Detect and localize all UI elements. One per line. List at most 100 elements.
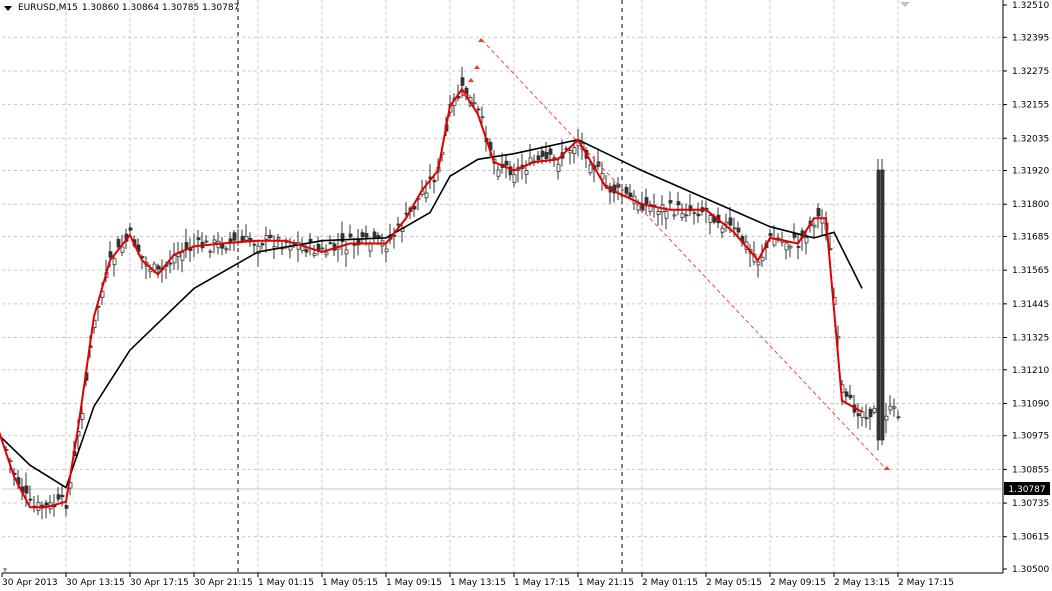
candle-body [344,249,349,255]
candle-body [476,108,481,111]
candle-body [312,253,317,256]
collapse-triangle-icon[interactable] [4,5,12,11]
price-tick-label: 1.31090 [1012,399,1049,409]
candle-body [304,249,309,253]
symbol-timeframe-label: EURUSD,M15 [18,3,78,13]
candle-body [276,237,281,240]
candle-body [892,406,897,409]
candle-body [44,502,49,506]
price-tick-label: 1.31325 [1012,334,1049,344]
candle-body [108,251,113,258]
candle-body [548,148,553,155]
price-tick-label: 1.32155 [1012,101,1049,111]
price-tick-label: 1.31920 [1012,167,1049,177]
trade-arrow-icon [462,92,468,96]
candle-body [424,192,429,199]
candle-body [796,246,801,248]
candle-body [872,407,877,413]
candle-body [816,208,821,217]
time-tick-label: 2 May 17:15 [898,578,954,588]
price-tick-label: 1.30735 [1012,499,1049,509]
candle-body [844,391,849,397]
candle-body [628,192,633,198]
candle-body [552,157,557,159]
candle-body [148,269,153,273]
candle-body [696,213,701,217]
candlesticks [4,66,901,520]
candle-body [568,150,573,154]
price-tick-label: 1.30855 [1012,465,1049,475]
candle-body [480,116,485,119]
price-axis[interactable]: 1.32510 1.32395 1.32275 1.32155 1.32035 1.319… [1003,1,1049,575]
time-tick-label: 30 Apr 17:15 [130,578,189,588]
candle-body [556,163,561,172]
time-axis[interactable]: 30 Apr 2013 30 Apr 13:15 30 Apr 17:15 30 Ap… [1,573,954,588]
candle-body [60,494,65,498]
candle-body [880,169,885,441]
chart-shift-marker-icon[interactable] [3,568,7,573]
candle-body [656,210,661,215]
candle-body [472,102,477,105]
candle-body [884,415,889,421]
chart-grid [2,0,1003,573]
candle-body [756,261,761,266]
time-tick-label: 1 May 13:15 [450,578,506,588]
candle-body [232,232,237,241]
candle-body [360,232,365,238]
candle-body [256,245,261,254]
price-tick-label: 1.32275 [1012,67,1049,77]
time-tick-label: 1 May 05:15 [322,578,378,588]
candle-body [116,239,121,248]
candle-body [364,233,369,238]
candle-body [348,233,353,238]
trendline[interactable] [481,39,888,471]
chart-scroll-marker-icon[interactable] [900,2,910,7]
candle-body [760,256,765,262]
candle-body [784,242,789,251]
candle-body [876,169,881,441]
time-tick-label: 2 May 13:15 [834,578,890,588]
candle-body [544,151,549,160]
time-tick-label: 2 May 01:15 [642,578,698,588]
candle-body [868,408,873,418]
candle-body [788,245,793,249]
candle-body [636,203,641,211]
candle-body [524,170,529,175]
candle-body [308,238,313,242]
candle-body [224,248,229,251]
candle-body [244,236,249,241]
candle-body [720,227,725,233]
candle-body [732,227,737,230]
candle-body [324,251,329,256]
slow-moving-average-line [0,138,863,489]
candle-body [268,234,273,238]
candle-body [536,155,541,161]
price-tick-label: 1.31685 [1012,232,1049,242]
time-tick-label: 2 May 05:15 [706,578,762,588]
candle-body [372,231,377,239]
candle-body [316,243,321,251]
candle-body [672,214,677,217]
candle-body [668,200,673,204]
candle-body [888,405,893,411]
candle-body [64,505,69,509]
candle-body [56,494,61,500]
candle-body [708,215,713,223]
candle-body [212,239,217,243]
candle-body [128,227,133,231]
candle-body [540,150,545,157]
candle-body [208,250,213,253]
candle-body [384,248,389,253]
time-tick-label: 1 May 01:15 [258,578,314,588]
candle-body [80,413,85,420]
candle-body [692,212,697,215]
candle-body [588,164,593,174]
time-tick-label: 1 May 21:15 [578,578,634,588]
candle-body [432,180,437,183]
price-tick-label: 1.30975 [1012,432,1049,442]
candle-body [624,186,629,194]
period-separators [237,0,623,573]
candle-body [156,265,161,270]
